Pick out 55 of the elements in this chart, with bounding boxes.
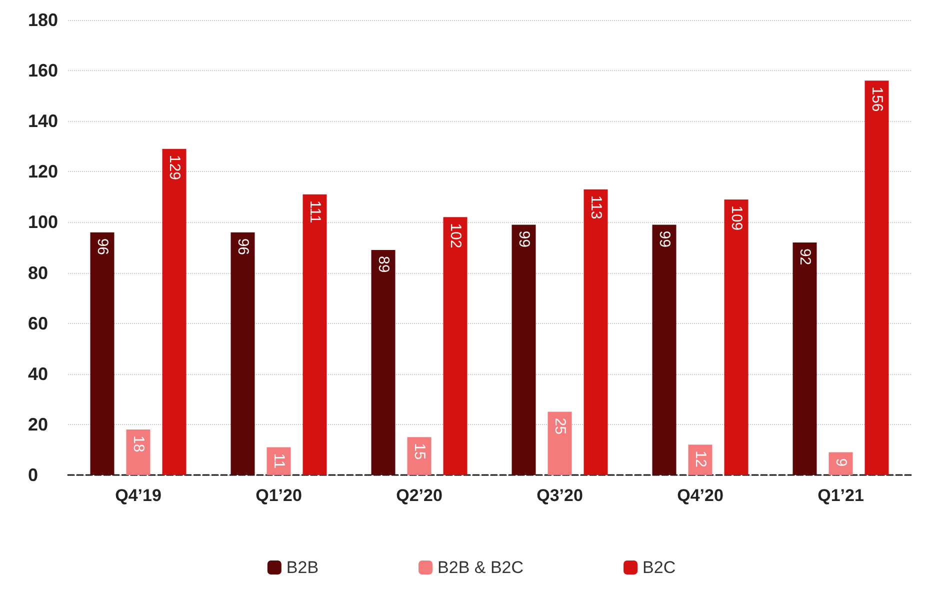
bar — [266, 447, 291, 475]
bar — [864, 80, 889, 475]
data-label: 129 — [166, 154, 183, 180]
data-label: 156 — [868, 86, 886, 112]
bar — [230, 232, 255, 475]
bar — [548, 412, 572, 475]
y-tick-label: 120 — [28, 162, 58, 182]
x-tick-label: Q4’19 — [115, 486, 162, 505]
data-label: 99 — [656, 230, 673, 248]
bar — [443, 217, 468, 475]
x-tick-label: Q2’20 — [396, 486, 442, 505]
bar — [792, 242, 817, 475]
y-tick-label: 100 — [28, 212, 58, 232]
x-tick-label: Q3’20 — [536, 486, 583, 505]
y-tick-label: 160 — [28, 60, 58, 81]
bar — [584, 189, 608, 475]
bar — [724, 199, 748, 475]
data-label: 92 — [796, 248, 814, 266]
bar — [652, 224, 676, 475]
legend-label: B2B — [286, 558, 319, 577]
data-label: 9 — [832, 458, 850, 467]
y-tick-label: 180 — [28, 10, 58, 30]
bar — [688, 444, 712, 475]
x-tick-label: Q4’20 — [677, 486, 724, 505]
legend-label: B2B & B2C — [438, 558, 524, 577]
y-tick-label: 0 — [28, 465, 38, 485]
data-label: 25 — [551, 418, 568, 434]
y-tick-label: 20 — [28, 414, 48, 434]
bar — [512, 224, 536, 475]
y-tick-label: 40 — [28, 364, 48, 384]
bar — [90, 232, 114, 475]
data-label: 111 — [306, 200, 324, 224]
data-label: 113 — [587, 195, 604, 220]
bar — [828, 452, 853, 475]
y-tick-label: 140 — [28, 111, 58, 132]
data-label: 96 — [234, 238, 252, 256]
data-label: 89 — [374, 256, 392, 273]
bar — [302, 194, 327, 475]
y-tick-label: 60 — [28, 313, 48, 334]
data-label: 11 — [270, 453, 288, 469]
legend-label: B2C — [642, 558, 676, 577]
y-tick-label: 80 — [28, 262, 48, 283]
data-label: 109 — [728, 205, 745, 231]
bar — [162, 148, 186, 475]
data-label: 18 — [130, 436, 147, 452]
bar — [371, 250, 396, 475]
data-label: 12 — [692, 450, 709, 468]
bar — [126, 430, 150, 475]
data-label: 15 — [410, 443, 428, 460]
data-label: 102 — [446, 223, 464, 248]
bar — [407, 437, 432, 475]
x-tick-label: Q1’20 — [256, 486, 302, 505]
data-label: 99 — [515, 230, 532, 248]
x-tick-label: Q1’21 — [818, 486, 864, 505]
data-label: 96 — [94, 238, 111, 256]
